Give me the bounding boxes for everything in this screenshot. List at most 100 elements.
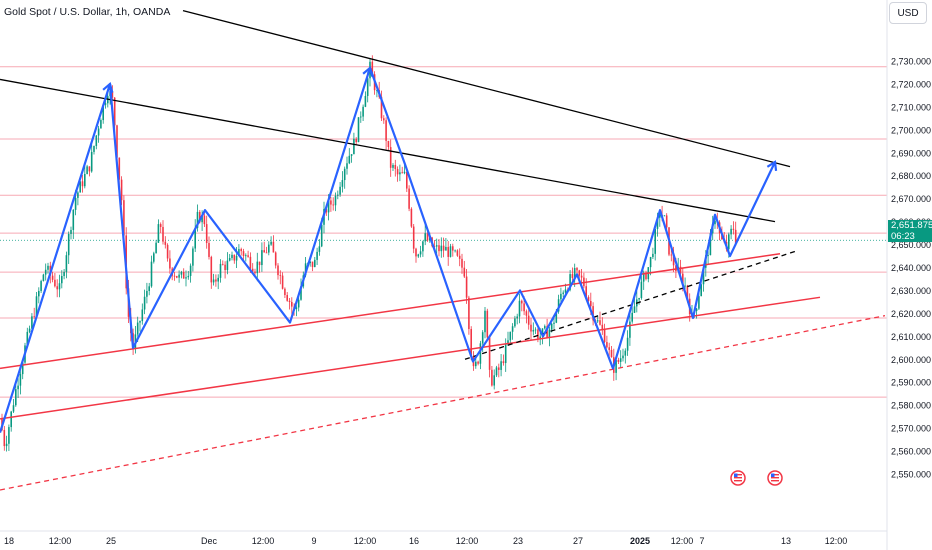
candle-body — [235, 255, 238, 261]
candle-body — [63, 271, 65, 277]
candle-body — [578, 270, 581, 276]
candle-body — [199, 211, 201, 223]
candle-body — [714, 220, 716, 225]
candle-body — [649, 257, 652, 268]
candle-body — [389, 147, 392, 168]
symbol-title: Gold Spot / U.S. Dollar, 1h, OANDA — [4, 6, 171, 18]
candle-body — [426, 233, 429, 241]
candle-body — [155, 242, 157, 254]
candle-body — [31, 316, 33, 329]
candle-body — [360, 116, 362, 118]
candle-body — [185, 277, 187, 279]
x-tick-label: 18 — [4, 536, 14, 546]
y-tick-label: 2,650.000 — [891, 240, 931, 250]
candle-body — [553, 322, 555, 324]
candle-body — [212, 279, 215, 283]
candle-body — [491, 369, 493, 386]
candle-body — [77, 192, 79, 198]
candle-body — [663, 215, 666, 217]
candle-body — [679, 266, 682, 274]
y-tick-label: 2,710.000 — [891, 102, 931, 112]
candle-body — [187, 275, 190, 278]
candle-body — [557, 299, 560, 312]
candle-body — [176, 276, 178, 278]
last-price-tag: 2,651.875 06:23 — [888, 220, 932, 242]
candle-body — [734, 229, 737, 244]
trendline-solid-red — [0, 252, 781, 370]
candle-body — [514, 318, 516, 327]
candle-body — [366, 78, 369, 96]
candle-body — [486, 310, 489, 338]
candle-body — [136, 322, 139, 335]
candle-body — [311, 261, 314, 268]
candle-body — [84, 173, 86, 187]
y-tick-label: 2,720.000 — [891, 79, 931, 89]
candle-body — [500, 361, 502, 370]
candle-body — [357, 117, 360, 143]
candle-body — [224, 264, 226, 271]
candle-body — [564, 289, 567, 293]
candle-body — [318, 246, 321, 252]
candle-body — [684, 285, 686, 287]
candle-body — [507, 340, 509, 345]
candle-body — [196, 211, 199, 228]
y-tick-label: 2,730.000 — [891, 57, 931, 67]
y-tick-label: 2,600.000 — [891, 355, 931, 365]
candle-body — [339, 186, 341, 195]
candle-body — [615, 359, 617, 373]
candle-body — [180, 271, 183, 275]
candle-body — [599, 320, 601, 325]
x-tick-label: 13 — [781, 536, 791, 546]
candle-body — [608, 347, 610, 350]
candle-body — [601, 324, 604, 330]
candle-body — [576, 268, 578, 271]
candle-body — [355, 138, 357, 143]
candle-body — [516, 316, 518, 319]
candle-body — [233, 254, 236, 261]
flag-canton — [771, 473, 775, 477]
candle-body — [146, 290, 148, 297]
candle-body — [603, 329, 606, 343]
candle-body — [511, 326, 514, 332]
candle-body — [539, 336, 541, 339]
time-axis[interactable]: 18 12:00 25 Dec 12:00 9 12:00 16 12:00 23 27 2025 12… — [4, 536, 847, 546]
candle-body — [104, 103, 107, 105]
candle-body — [475, 361, 477, 367]
candle-body — [488, 337, 491, 370]
candle-body — [120, 179, 123, 201]
candle-body — [194, 227, 196, 249]
candle-body — [316, 251, 318, 260]
candle-body — [422, 241, 424, 252]
candle-body — [493, 375, 495, 386]
candle-body — [228, 258, 231, 261]
candle-body — [150, 261, 153, 287]
price-axis[interactable]: 2,550.000 2,560.000 2,570.000 2,580.000 2,59… — [891, 57, 931, 480]
candle-body — [3, 430, 6, 447]
candle-body — [392, 164, 394, 168]
candle-body — [585, 286, 587, 298]
x-tick-label: 7 — [699, 536, 704, 546]
candle-body — [265, 252, 268, 254]
flag-canton — [734, 473, 738, 477]
candle-body — [10, 411, 12, 428]
zigzag-arrowhead — [102, 82, 114, 93]
trendline-dashed-red — [0, 315, 886, 491]
candle-body — [217, 277, 219, 282]
candle-body — [484, 310, 486, 333]
candle-body — [261, 250, 263, 266]
candle-body — [396, 169, 399, 175]
candle-body — [463, 267, 466, 277]
currency-button[interactable]: USD — [889, 2, 927, 24]
candle-body — [682, 273, 684, 287]
candle-body — [562, 292, 564, 294]
candle-body — [527, 315, 530, 325]
candle-body — [281, 275, 284, 289]
candle-body — [72, 209, 75, 230]
flag-stripe — [734, 477, 742, 479]
candle-body — [38, 290, 40, 297]
last-price-countdown: 06:23 — [891, 231, 915, 242]
last-price-value: 2,651.875 — [891, 220, 932, 231]
y-tick-label: 2,630.000 — [891, 286, 931, 296]
candle-body — [461, 258, 463, 268]
